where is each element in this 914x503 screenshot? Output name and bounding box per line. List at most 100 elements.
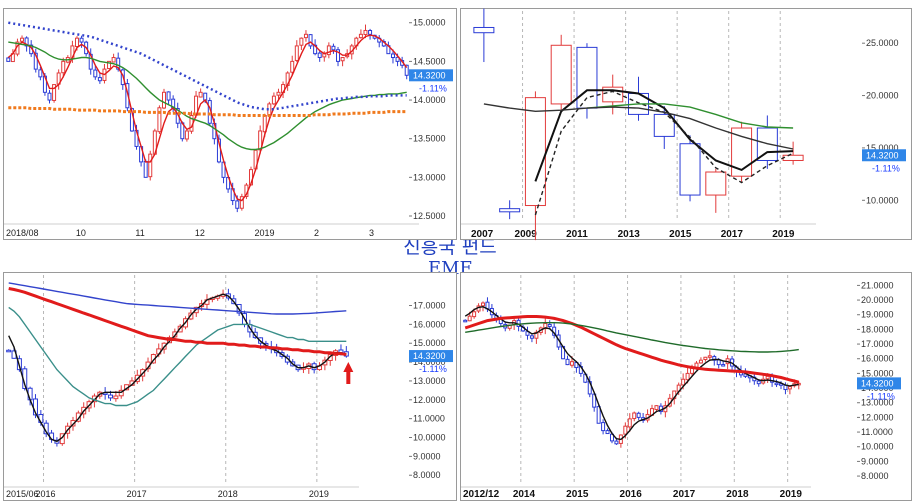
candle-body <box>653 113 675 137</box>
x-tick-label: 2017 <box>127 489 147 499</box>
candle-body <box>108 394 114 399</box>
candle-body <box>203 92 208 101</box>
candle-body <box>294 45 299 61</box>
candle-body <box>74 37 79 48</box>
candle-body <box>340 57 345 62</box>
candle-body <box>184 130 189 140</box>
candle-body <box>547 323 552 327</box>
y-tick-label: 12.0000 <box>413 395 446 405</box>
y-tick-label: 11.0000 <box>861 427 893 437</box>
y-tick-label: 9.0000 <box>413 451 441 461</box>
y-tick-label: 12.5000 <box>413 211 446 221</box>
candle-body <box>716 359 721 366</box>
y-tick-label: 13.0000 <box>413 172 446 182</box>
candle-body <box>721 364 726 367</box>
candle-body <box>326 45 331 56</box>
candle-body <box>787 386 792 390</box>
candle-body <box>107 60 112 70</box>
candle-body <box>358 33 363 39</box>
candle-body <box>93 69 98 78</box>
y-tick-label: 10.0000 <box>866 195 899 205</box>
price-change-label: -1.11% <box>867 391 895 401</box>
candle-body <box>481 302 486 307</box>
candle-body <box>33 52 38 70</box>
candle-body <box>331 45 336 51</box>
series-line-ma-red <box>8 287 347 356</box>
candle-body <box>336 49 341 62</box>
last-price-label: 14.3200 <box>861 378 894 388</box>
candle-body <box>576 46 598 109</box>
last-price-label: 14.3200 <box>866 150 899 160</box>
y-tick-label: 16.0000 <box>413 319 446 329</box>
x-tick-label: 2 <box>314 228 319 238</box>
candle-body <box>774 382 779 386</box>
y-tick-label: 17.0000 <box>861 339 894 349</box>
y-tick-label: 21.0000 <box>861 280 894 290</box>
x-tick-label: 2017 <box>721 229 744 240</box>
candle-body <box>605 430 610 435</box>
daily-chart: 15.0000 14.5000 14.0000 13.5000 13.0000 12.50… <box>4 18 453 238</box>
candle-body <box>61 60 66 74</box>
candle-body <box>276 91 281 96</box>
candle-body <box>525 331 530 336</box>
candle-body <box>6 349 12 353</box>
series-line-ma-blue <box>8 282 347 315</box>
x-tick-label: 2016 <box>620 489 643 500</box>
series-line-ma-200 <box>8 106 407 117</box>
x-tick-label: 2012/12 <box>463 489 500 500</box>
y-tick-label: 12.0000 <box>861 412 894 422</box>
x-tick-label: 12 <box>195 228 205 238</box>
weekly-chart: 17.0000 16.0000 15.0000 14.0000 13.0000 12.00… <box>4 275 453 499</box>
candle-body <box>79 37 84 43</box>
monthly-chart: 21.0000 20.0000 19.0000 18.0000 17.0000 16.00… <box>461 275 901 500</box>
candle-body <box>623 425 628 435</box>
price-change-label: -1.11% <box>872 163 900 173</box>
series-line-ma-green <box>586 103 794 129</box>
y-tick-label: 15.0000 <box>413 338 446 348</box>
y-tick-label: 25.0000 <box>866 38 899 48</box>
candle-body <box>499 208 521 213</box>
candle-body <box>681 378 686 386</box>
x-tick-label: 2015/06 <box>6 489 39 499</box>
x-tick-label: 2018 <box>726 489 749 500</box>
candle-body <box>679 143 701 196</box>
candle-body <box>166 91 171 101</box>
candle-body <box>161 91 166 109</box>
candle-body <box>38 69 43 78</box>
y-tick-label: 15.0000 <box>413 18 446 28</box>
candle-body <box>473 26 495 34</box>
x-tick-label: 2018 <box>218 489 238 499</box>
y-tick-label: 8.0000 <box>413 470 441 480</box>
x-tick-label: 2013 <box>618 229 641 240</box>
x-tick-label: 2018/08 <box>6 228 39 238</box>
candle-body <box>731 127 753 177</box>
weekly-chart-panel: 17.0000 16.0000 15.0000 14.0000 13.0000 12.00… <box>3 272 457 501</box>
x-tick-label: 2009 <box>515 229 538 240</box>
candle-body <box>636 412 641 418</box>
candle-body <box>601 422 606 432</box>
monthly-chart-panel: 21.0000 20.0000 19.0000 18.0000 17.0000 16.00… <box>460 272 912 501</box>
candle-body <box>632 412 637 420</box>
x-tick-label: 2019 <box>780 489 803 500</box>
candle-body <box>368 30 373 35</box>
candle-body <box>654 405 659 410</box>
page-title: 신흥국 펀드 <box>403 236 497 258</box>
candle-body <box>317 52 322 59</box>
candle-body <box>299 37 304 46</box>
y-tick-label: 11.0000 <box>413 414 445 424</box>
last-price-badge <box>862 149 906 162</box>
y-tick-label: 15.0000 <box>861 368 894 378</box>
candle-body <box>550 44 572 105</box>
candle-body <box>271 95 276 105</box>
series-line-ma-black <box>8 293 347 443</box>
x-tick-label: 3 <box>369 228 374 238</box>
yearly-chart: 25.0000 20.0000 15.0000 10.0000 2007 2009 2011… <box>461 8 906 241</box>
candle-body <box>52 84 57 101</box>
x-tick-label: 2015 <box>669 229 692 240</box>
candle-body <box>148 153 153 178</box>
candle-body <box>290 60 295 73</box>
candle-body <box>705 171 727 196</box>
series-line-price-line <box>534 89 794 182</box>
y-tick-label: 10.0000 <box>413 433 446 443</box>
yearly-chart-panel: 25.0000 20.0000 15.0000 10.0000 2007 2009 2011… <box>460 8 912 241</box>
